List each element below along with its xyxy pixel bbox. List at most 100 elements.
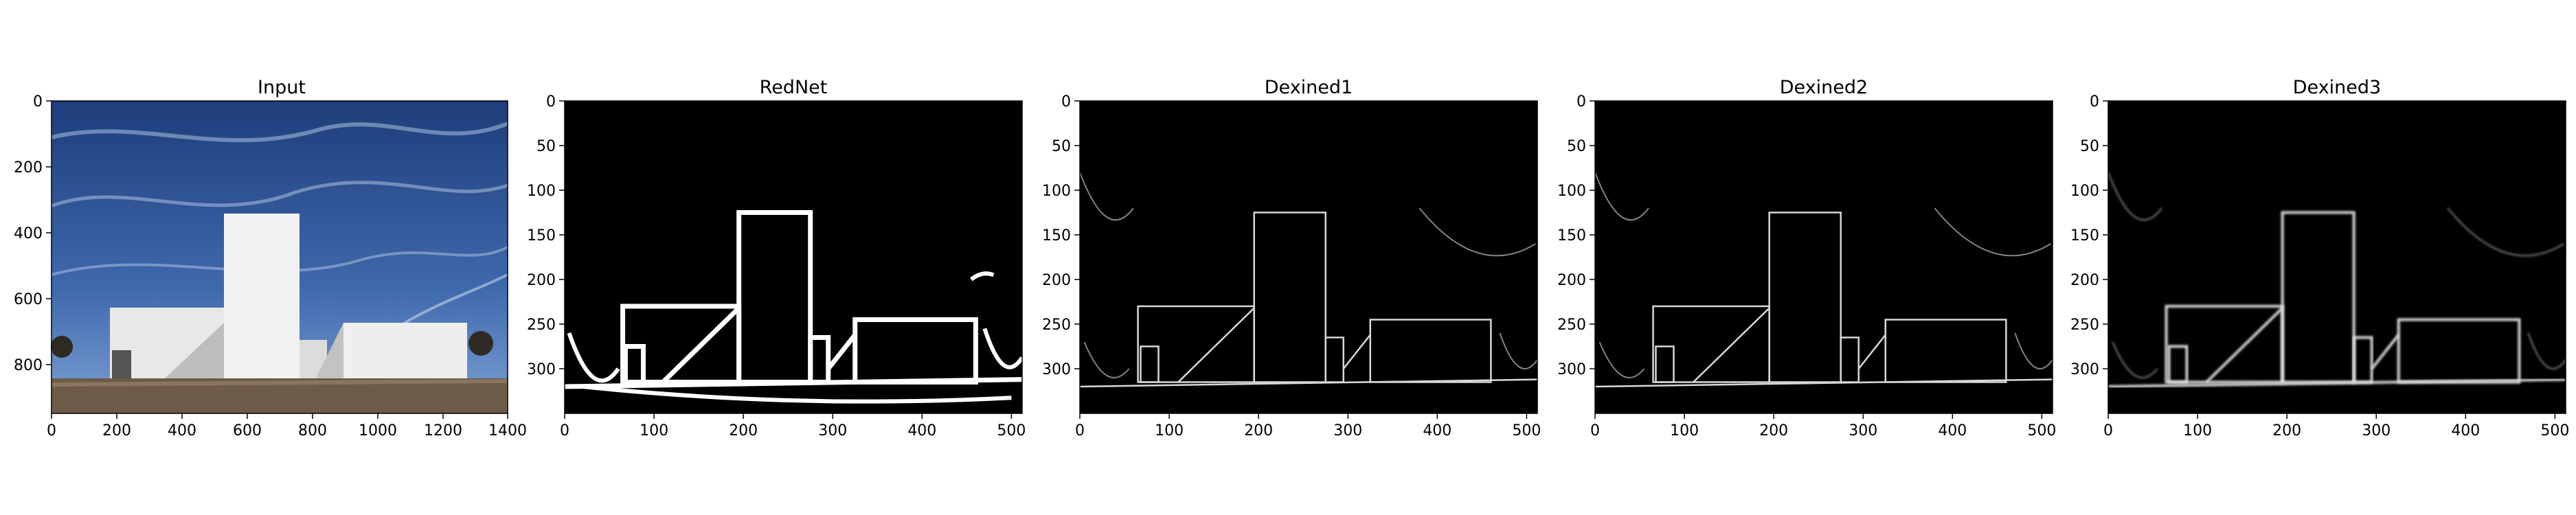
building-edge [2352, 336, 2373, 384]
y-tick-label: 150 [1042, 227, 1071, 244]
x-tick-label: 1200 [424, 422, 462, 439]
x-tick-label: 100 [1670, 422, 1699, 439]
y-tick-label: 50 [2080, 138, 2099, 155]
building-edge [1768, 211, 1842, 383]
y-tick-label: 600 [14, 291, 43, 308]
x-tick-label: 100 [640, 422, 668, 439]
x-tick-label: 400 [1423, 422, 1451, 439]
y-tick-label: 50 [1052, 138, 1071, 155]
input-x-ticks: 0 200 400 600 800 1000 1200 1400 [47, 413, 527, 439]
y-tick-label: 150 [1557, 227, 1586, 244]
texture-edge [1079, 172, 1134, 221]
building-edge [1369, 319, 1492, 383]
x-tick-label: 800 [298, 422, 327, 439]
x-tick-label: 100 [2183, 422, 2212, 439]
shadow-edge [826, 333, 857, 371]
door-edge [1655, 345, 1675, 383]
y-tick-label: 200 [1042, 272, 1071, 289]
x-tick-label: 300 [2362, 422, 2391, 439]
edge-frame [1594, 100, 2053, 414]
edge-background [1595, 101, 2053, 413]
panel-title: Dexined1 [1264, 77, 1353, 98]
building-edge [808, 335, 831, 385]
edge-frame [2108, 100, 2566, 414]
y-tick-label: 300 [2070, 361, 2099, 378]
y-tick-label: 250 [2070, 317, 2099, 334]
shadow-edge [661, 306, 741, 385]
shadow-edge [2205, 307, 2284, 383]
texture-edge [2112, 341, 2158, 378]
texture-edge [969, 271, 995, 282]
texture-edge [567, 332, 620, 383]
texture-edge [2527, 332, 2566, 369]
y-tick-label: 150 [527, 227, 556, 244]
edge-frame [564, 100, 1023, 414]
y-tick-label: 0 [1061, 93, 1071, 111]
y-tick-label: 150 [2070, 227, 2099, 244]
x-tick-label: 500 [997, 422, 1026, 439]
x-tick-label: 600 [233, 422, 262, 439]
texture-edge [2108, 172, 2162, 221]
y-tick-label: 800 [14, 357, 43, 374]
shadow-edge [1342, 334, 1371, 369]
input-y-ticks: 0 200 400 600 800 [14, 93, 52, 374]
y-tick-label: 250 [1557, 317, 1586, 334]
x-tick-label: 0 [1075, 422, 1085, 439]
edge-background [2108, 101, 2566, 413]
building-edge [2281, 211, 2355, 384]
y-tick-label: 300 [1557, 361, 1586, 378]
x-tick-label: 500 [1512, 422, 1541, 439]
panel-title: Dexined3 [2292, 77, 2382, 98]
shadow-edge [1857, 334, 1886, 369]
y-tick-label: 250 [527, 317, 556, 334]
ground-edge [2108, 378, 2566, 388]
x-tick-label: 400 [168, 422, 196, 439]
y-tick-label: 400 [14, 225, 43, 242]
building-edge [1840, 336, 1860, 383]
building-edge [620, 304, 742, 385]
edge-background [1080, 101, 1537, 413]
y-tick-label: 200 [1557, 272, 1586, 289]
building-edge [1884, 319, 2007, 383]
x-tick-label: 500 [2540, 422, 2569, 439]
x-tick-label: 200 [1759, 422, 1788, 439]
ground-edge [564, 377, 1023, 389]
y-tick-label: 200 [527, 272, 556, 289]
y-tick-label: 200 [2070, 272, 2099, 289]
y-tick-label: 50 [1567, 138, 1586, 155]
shadow-edge [1177, 307, 1255, 383]
building-edge [2397, 318, 2521, 384]
texture-edge [2447, 207, 2564, 257]
panel-title: RedNet [759, 77, 828, 98]
y-tick-label: 200 [14, 159, 43, 176]
building-edge [1253, 211, 1326, 383]
x-tick-label: 200 [729, 422, 758, 439]
building-edge [1137, 305, 1255, 383]
y-tick-label: 0 [33, 93, 43, 111]
y-tick-label: 100 [2070, 183, 2099, 200]
building-edge [2165, 305, 2284, 384]
shadow-edge [1693, 307, 1770, 383]
texture-edge [582, 385, 1012, 404]
edge-frame [1079, 100, 1538, 414]
x-tick-label: 300 [1849, 422, 1877, 439]
x-tick-label: 1000 [359, 422, 397, 439]
y-tick-label: 250 [1042, 317, 1071, 334]
x-tick-label: 100 [1155, 422, 1184, 439]
building-edge [1324, 336, 1344, 383]
x-tick-label: 0 [47, 422, 56, 439]
ground-edge [1594, 378, 2053, 388]
texture-edge [982, 328, 1024, 369]
ground-edge [1079, 378, 1538, 388]
y-tick-label: 300 [527, 361, 556, 378]
texture-edge [1083, 341, 1130, 378]
x-tick-label: 400 [2451, 422, 2480, 439]
x-tick-label: 0 [560, 422, 569, 439]
input-frame [51, 100, 508, 414]
y-tick-label: 100 [1557, 183, 1586, 200]
y-tick-label: 0 [1577, 93, 1586, 111]
panel-title: Input [258, 77, 306, 98]
x-tick-label: 200 [2272, 422, 2301, 439]
input-photo [51, 101, 509, 413]
door-edge [2167, 345, 2189, 384]
